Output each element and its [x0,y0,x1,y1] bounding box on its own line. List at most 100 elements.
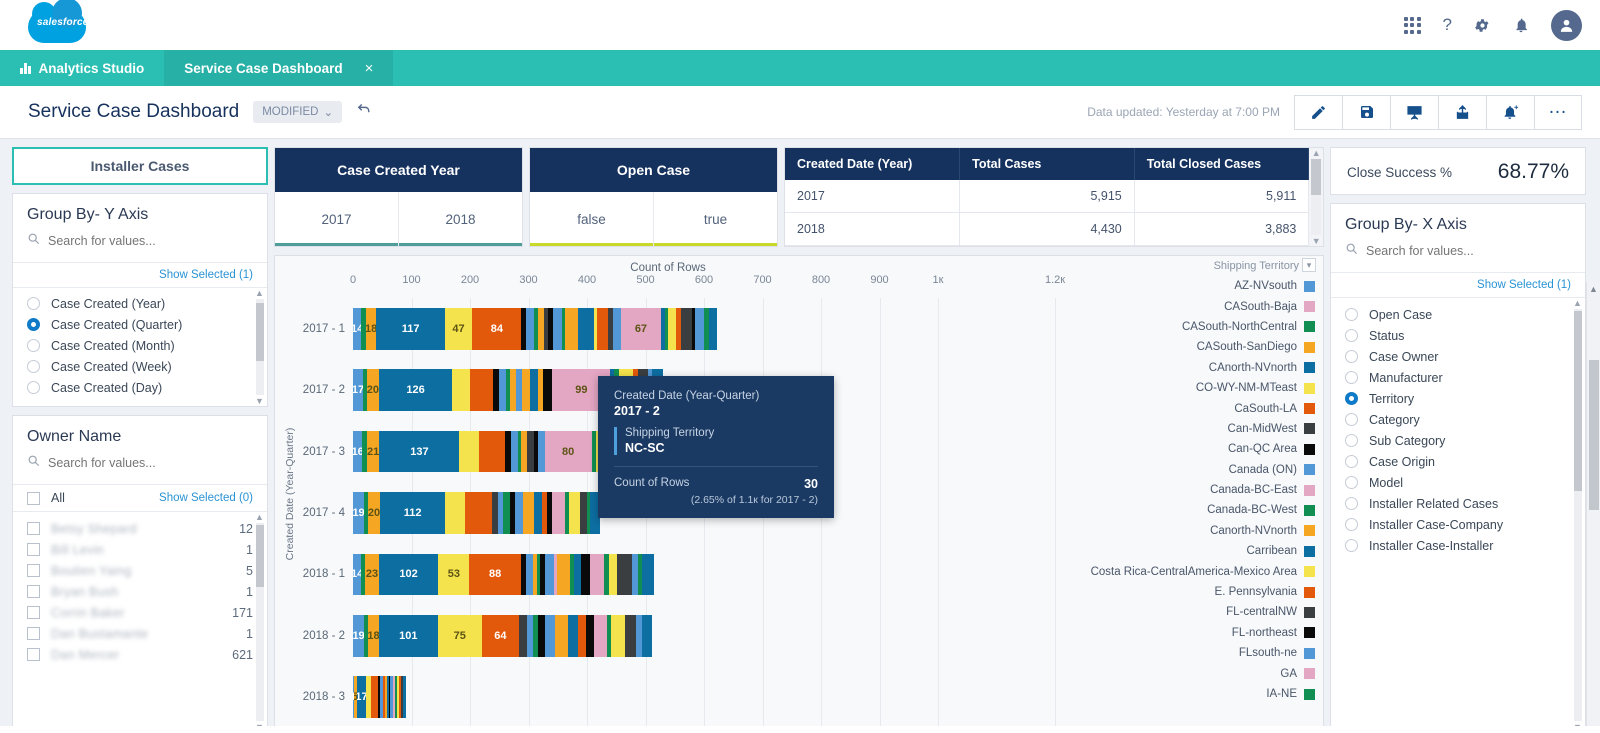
bar-segment[interactable] [396,676,400,719]
legend-item[interactable]: Can-MidWest [1061,419,1323,439]
search-input[interactable] [48,234,253,248]
bar-segment[interactable] [536,553,541,596]
bar-segment[interactable]: 23 [365,553,379,596]
bar-segment[interactable] [538,307,545,350]
legend-item[interactable]: CAnorth-NVnorth [1061,358,1323,378]
option-case-created-week[interactable]: Case Created (Week) [13,356,267,377]
bar-segment[interactable] [547,307,553,350]
bar-segment[interactable] [445,492,466,534]
bar-segment[interactable] [521,307,527,350]
radio-icon[interactable] [27,339,40,352]
show-selected-link[interactable]: Show Selected (1) [1477,279,1571,291]
bar-segment[interactable]: 75 [437,614,482,657]
bar-segment[interactable] [569,553,575,596]
bar-segment[interactable]: 5 [353,676,357,719]
show-selected-link[interactable]: Show Selected (0) [159,492,253,504]
bar-segment[interactable] [502,492,510,534]
bar-segment[interactable] [541,492,548,534]
bar-segment[interactable]: 47 [444,307,473,350]
search-input[interactable] [1366,244,1571,258]
legend-item[interactable]: CASouth-NorthCentral [1061,317,1323,337]
bar-segment[interactable] [509,492,515,534]
bar-segment[interactable] [593,307,598,350]
legend-item[interactable]: FL-centralNW [1061,602,1323,622]
chevron-down-icon[interactable]: ▾ [1302,258,1316,272]
bar-segment[interactable] [517,430,522,473]
bar-segment[interactable] [533,614,538,657]
list-item[interactable]: Bill Levin 1 [13,539,267,560]
notifications-icon[interactable] [1513,17,1529,34]
checkbox-all[interactable] [27,491,40,505]
bar-segment[interactable]: 88 [469,553,521,596]
radio-icon-selected[interactable] [1345,392,1358,405]
bar-segment[interactable] [533,492,542,534]
stacked-bar[interactable]: 19 20 112 [353,492,600,534]
bar-segment[interactable] [392,676,396,719]
legend-item[interactable]: CASouth-Baja [1061,296,1323,316]
bar-segment[interactable] [519,614,528,657]
bar-segment[interactable] [631,553,638,596]
bar-segment[interactable] [362,430,368,473]
bar-segment[interactable]: 14 [353,307,362,350]
legend-item[interactable]: CO-WY-NM-MTeast [1061,378,1323,398]
bar-segment[interactable]: 19 [353,614,365,657]
legend-item[interactable]: FL-northeast [1061,623,1323,643]
close-icon[interactable]: × [364,59,374,77]
stacked-bar[interactable]: 16 21 137 80 [353,430,638,473]
bar-row[interactable]: 2018 - 3 1517 [303,676,1055,719]
stacked-bar[interactable]: 17 20 126 99 [353,369,663,412]
bar-segment[interactable]: 20 [367,369,379,412]
scroll-up-icon[interactable]: ▲ [255,288,264,298]
option-case-owner[interactable]: Case Owner [1331,346,1585,367]
bar-segment[interactable] [526,307,535,350]
bar-segment[interactable]: 112 [379,492,446,534]
bar-segment[interactable]: 53 [438,553,470,596]
bar-segment[interactable] [505,430,511,473]
owner-name-search[interactable] [13,450,267,484]
bar-segment[interactable] [379,676,383,719]
radio-icon[interactable] [1345,350,1358,363]
bar-segment[interactable] [660,307,665,350]
bar-segment[interactable]: 18 [368,614,379,657]
radio-icon[interactable] [1345,455,1358,468]
bar-segment[interactable] [604,553,609,596]
bar-segment[interactable]: 17 [356,676,367,719]
list-item[interactable]: Corrin Baker 171 [13,602,267,623]
filter-value-true[interactable]: true [654,192,777,246]
bar-segment[interactable] [557,553,570,596]
bar-segment[interactable] [709,307,718,350]
bar-row[interactable]: 2018 - 1 14 23 102 53 88 [303,553,1055,596]
bar-segment[interactable] [586,492,591,534]
bar-segment[interactable] [400,676,403,719]
option-case-created-month[interactable]: Case Created (Month) [13,335,267,356]
checkbox[interactable] [27,564,40,577]
bar-segment[interactable] [544,614,556,657]
bar-segment[interactable] [579,492,587,534]
bar-segment[interactable] [521,369,531,412]
scroll-up-icon[interactable]: ▲ [1311,148,1321,158]
filter-value-2018[interactable]: 2018 [399,192,522,246]
bar-segment[interactable] [616,553,632,596]
bar-segment[interactable] [564,492,570,534]
radio-icon[interactable] [27,381,40,394]
show-selected-link[interactable]: Show Selected (1) [159,269,253,281]
bar-segment[interactable] [680,307,692,350]
bar-segment[interactable]: 16 [353,430,363,473]
scroll-down-icon[interactable]: ▼ [255,396,264,406]
tab-analytics-studio[interactable]: Analytics Studio [0,50,164,86]
scroll-down-icon[interactable]: ▼ [1311,236,1321,246]
legend-item[interactable]: Carribean [1061,541,1323,561]
bar-segment[interactable]: 101 [378,614,438,657]
option-case-created-day[interactable]: Case Created (Day) [13,377,267,398]
bar-segment[interactable] [538,369,544,412]
list-item[interactable]: Bryan Bush 1 [13,581,267,602]
group-by-y-search[interactable] [13,228,267,262]
bar-segment[interactable] [606,614,612,657]
option-case-created-quarter[interactable]: Case Created (Quarter) [13,314,267,335]
bar-segment[interactable]: 14 [353,553,362,596]
bar-segment[interactable] [361,307,366,350]
bar-segment[interactable] [704,307,710,350]
bar-segment[interactable] [585,614,594,657]
bar-segment[interactable] [611,614,626,657]
bar-segment[interactable] [469,369,494,412]
